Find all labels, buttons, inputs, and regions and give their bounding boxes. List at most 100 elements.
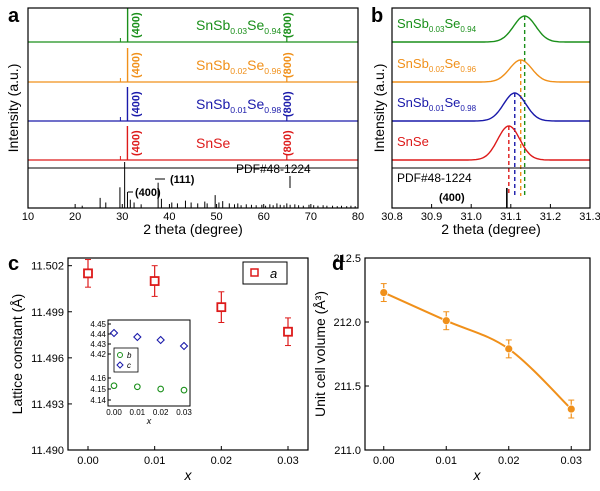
x-tick-label: 31.0 xyxy=(460,211,481,223)
x-tick-label: 31.3 xyxy=(579,211,600,223)
inset-y-tick-label: 4.15 xyxy=(90,385,106,394)
inset-y-tick-label: 4.16 xyxy=(90,374,106,383)
inset-x-tick-label: 0.00 xyxy=(106,408,122,417)
peak-label-800-3: (800) xyxy=(282,130,294,156)
b-trace-2 xyxy=(392,92,590,122)
panel-a-series-labels: (400) (800) SnSb0.03Se0.94 (400) (800) SnSb0.… xyxy=(130,12,293,156)
peak-label-400-3: (400) xyxy=(130,130,142,156)
panel-b-traces xyxy=(392,15,590,208)
x-tick-label: 0.03 xyxy=(561,455,582,467)
x-tick-label: 31.2 xyxy=(540,211,561,223)
panel-a-ann-400: (400) xyxy=(135,187,161,199)
panel-a-pdf-label: PDF#48-1224 xyxy=(236,162,311,176)
panel-c-frame xyxy=(67,257,309,451)
panel-b-y-label: Intensity (a.u.) xyxy=(371,64,387,153)
inset-point-c xyxy=(156,335,165,345)
data-point-a xyxy=(83,268,93,279)
panel-a-ann-111: (111) xyxy=(170,174,195,186)
inset-legend-marker-b xyxy=(117,352,123,358)
panel-b-ann-400: (400) xyxy=(439,192,465,204)
peak-label-400-0: (400) xyxy=(131,12,143,38)
inset-x-tick-label: 0.02 xyxy=(153,408,169,417)
x-tick-label: 0.01 xyxy=(436,455,457,467)
x-tick-label: 0.01 xyxy=(144,455,165,467)
peak-label-400-2: (400) xyxy=(130,91,142,117)
x-tick-label: 0.02 xyxy=(498,455,519,467)
panel-c: c 0.00 0.01 0.02 0.03 11.490 11.493 11.496 11.4… xyxy=(8,253,309,483)
x-tick-label: 0.00 xyxy=(373,455,394,467)
x-tick-label: 50 xyxy=(210,211,222,223)
panel-b-pdf-label: PDF#48-1224 xyxy=(397,171,472,185)
b-trace-0 xyxy=(392,15,590,43)
inset-point-c xyxy=(109,328,119,338)
inset-x-label: x xyxy=(146,416,152,426)
x-tick-label: 0.03 xyxy=(277,455,298,467)
x-tick-label: 70 xyxy=(305,211,317,223)
x-tick-label: 40 xyxy=(163,211,175,223)
panel-a-y-label: Intensity (a.u.) xyxy=(5,64,21,153)
inset-x-tick-label: 0.03 xyxy=(176,408,192,417)
series-label-b-3: SnSe xyxy=(397,134,429,149)
panel-d: d 0.00 0.01 0.02 0.03 211.0 211.5 212.0 212.5 x… xyxy=(312,253,591,483)
y-tick-label: 11.493 xyxy=(31,399,64,411)
inset-legend-label-b: b xyxy=(127,351,132,360)
y-tick-label: 212.0 xyxy=(333,317,361,329)
peak-label-400-1: (400) xyxy=(131,52,143,78)
panel-a-traces xyxy=(28,8,358,169)
inset-y-tick-label: 4.42 xyxy=(90,350,106,359)
inset-y-tick-label: 4.14 xyxy=(90,396,106,405)
peak-label-800-1: (800) xyxy=(282,52,294,78)
panel-c-x-label: x xyxy=(184,467,193,483)
x-tick-label: 30.9 xyxy=(421,211,442,223)
data-point-volume xyxy=(379,288,389,297)
panel-a-frame xyxy=(27,7,359,209)
panel-c-legend-marker xyxy=(250,268,259,277)
panel-b: b 30.8 30.9 31.0 31.1 31.2 31.3 2 theta (degr… xyxy=(371,5,600,237)
volume-trend-line xyxy=(383,291,572,410)
series-label-a-2: SnSb0.01Se0.98 xyxy=(196,96,281,115)
panel-b-x-ticks: 30.8 30.9 31.0 31.1 31.2 31.3 xyxy=(381,204,600,223)
panel-a-reference-sticks xyxy=(81,162,356,208)
y-tick-label: 11.499 xyxy=(31,307,64,319)
panel-c-points xyxy=(83,259,293,347)
panel-d-y-label: Unit cell volume (Å³) xyxy=(312,291,328,417)
panel-letter-d: d xyxy=(332,253,344,275)
panel-b-x-label: 2 theta (degree) xyxy=(441,221,541,237)
x-tick-label: 0.00 xyxy=(77,455,98,467)
data-point-volume xyxy=(566,404,576,414)
data-point-a xyxy=(283,326,293,337)
x-tick-label: 60 xyxy=(258,211,270,223)
panel-b-series-labels: SnSb0.03Se0.94 SnSb0.02Se0.96 SnSb0.01Se0.… xyxy=(397,16,477,149)
x-tick-label: 80 xyxy=(352,211,364,223)
panel-letter-b: b xyxy=(371,5,383,27)
series-label-b-0: SnSb0.03Se0.94 xyxy=(397,16,477,34)
panel-c-inset: 4.454.444.434.42 4.16 4.15 4.140.00 0.01 0.02… xyxy=(90,319,192,426)
inset-point-b xyxy=(180,386,188,394)
y-tick-label: 11.490 xyxy=(31,445,64,457)
panel-a-x-label: 2 theta (degree) xyxy=(143,221,243,237)
inset-point-c xyxy=(179,341,189,351)
panel-d-ticks: 0.00 0.01 0.02 0.03 211.0 211.5 212.0 212.5 xyxy=(333,253,581,467)
inset-point-b xyxy=(110,382,118,390)
b-trace-1 xyxy=(392,59,590,83)
panel-d-x-label: x xyxy=(473,467,482,483)
series-label-b-2: SnSb0.01Se0.98 xyxy=(397,95,477,113)
series-label-a-0: SnSb0.03Se0.94 xyxy=(196,17,281,36)
panel-d-frame xyxy=(364,257,591,451)
data-point-volume xyxy=(441,316,451,326)
panel-b-frame xyxy=(391,7,591,209)
series-label-a-3: SnSe xyxy=(196,135,230,151)
x-tick-label: 30 xyxy=(116,211,128,223)
inset-x-tick-label: 0.01 xyxy=(130,408,146,417)
inset-point-b xyxy=(157,385,165,393)
panel-a: a 10 20 30 40 50 60 70 80 2 theta (degree) Inte… xyxy=(5,5,364,237)
x-tick-label: 0.02 xyxy=(211,455,232,467)
data-point-a xyxy=(149,276,160,286)
b-trace-3 xyxy=(392,125,590,161)
y-tick-label: 11.502 xyxy=(31,261,64,273)
y-tick-label: 212.5 xyxy=(333,253,361,265)
inset-y-tick-label: 4.43 xyxy=(90,340,106,349)
inset-legend-label-c: c xyxy=(127,361,131,370)
series-label-b-1: SnSb0.02Se0.96 xyxy=(397,56,477,74)
panel-a-x-ticks: 10 20 30 40 50 60 70 80 xyxy=(22,204,364,223)
